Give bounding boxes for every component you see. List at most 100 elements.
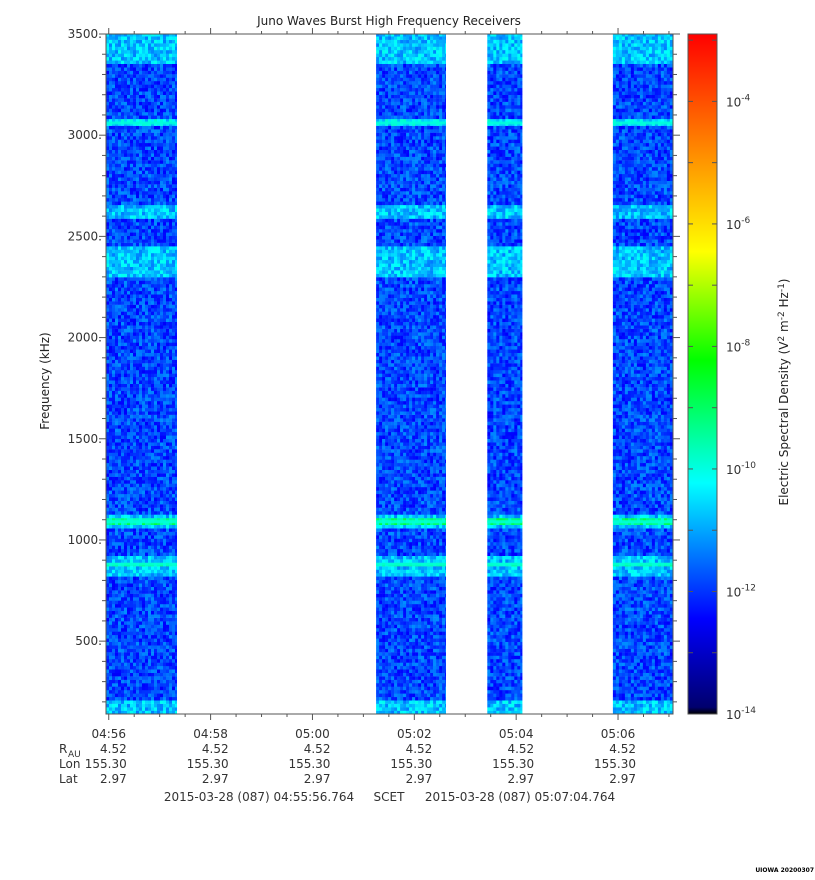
spectrogram-cell — [136, 74, 140, 78]
spectrogram-cell — [145, 56, 149, 61]
spectrogram-cell — [124, 163, 128, 168]
spectrogram-cell — [139, 476, 143, 481]
spectrogram-cell — [127, 459, 131, 464]
spectrogram-cell — [175, 566, 177, 570]
spectrogram-cell — [118, 201, 122, 206]
spectrogram-cell — [115, 204, 119, 209]
spectrogram-cell — [148, 314, 152, 319]
spectrogram-cell — [166, 524, 170, 529]
spectrogram-cell — [130, 583, 134, 587]
spectrogram-cell — [124, 400, 128, 405]
spectrogram-cell — [127, 452, 131, 457]
spectrogram-cell — [376, 552, 380, 556]
spectrogram-cell — [133, 442, 137, 446]
spectrogram-cell — [151, 621, 155, 625]
spectrogram-cell — [148, 53, 152, 58]
spectrogram-cell — [127, 648, 131, 653]
spectrogram-cell — [166, 194, 170, 199]
spectrogram-cell — [106, 373, 110, 378]
spectrogram-cell — [112, 517, 116, 522]
spectrogram-cell — [121, 490, 125, 495]
spectrogram-cell — [154, 459, 158, 464]
spectrogram-cell — [163, 603, 167, 608]
spectrogram-cell — [145, 352, 149, 357]
spectrogram-cell — [139, 538, 143, 543]
spectrogram-cell — [121, 280, 125, 285]
spectrogram-cell — [163, 94, 167, 99]
spectrogram-cell — [160, 528, 164, 532]
spectrogram-cell — [160, 511, 164, 515]
spectrogram-cell — [172, 146, 176, 150]
spectrogram-cell — [154, 56, 158, 61]
spectrogram-cell — [169, 184, 173, 188]
spectrogram-cell — [139, 225, 143, 230]
spectrogram-cell — [112, 624, 116, 629]
spectrogram-cell — [139, 105, 143, 109]
spectrogram-cell — [127, 621, 131, 625]
spectrogram-cell — [166, 259, 170, 264]
spectrogram-cell — [148, 676, 152, 680]
spectrogram-cell — [112, 328, 116, 333]
spectrogram-cell — [148, 566, 152, 570]
spectrogram-cell — [136, 641, 140, 646]
spectrogram-cell — [145, 118, 149, 123]
spectrogram-cell — [142, 628, 146, 632]
spectrogram-cell — [130, 345, 134, 350]
spectrogram-cell — [112, 425, 116, 429]
spectrogram-cell — [169, 418, 173, 422]
spectrogram-cell — [127, 579, 131, 584]
spectrogram-cell — [127, 160, 131, 164]
spectrogram-cell — [160, 517, 164, 522]
spectrogram-cell — [151, 318, 155, 322]
spectrogram-cell — [109, 483, 113, 488]
spectrogram-cell — [112, 43, 116, 47]
spectrogram-cell — [145, 538, 149, 543]
spectrogram-cell — [169, 390, 173, 395]
spectrogram-cell — [376, 173, 380, 178]
spectrogram-cell — [157, 215, 161, 219]
spectrogram-cell — [172, 167, 176, 171]
spectrogram-cell — [166, 459, 170, 464]
spectrogram-cell — [154, 314, 158, 319]
spectrogram-cell — [145, 531, 149, 536]
spectrogram-cell — [160, 294, 164, 298]
spectrogram-cell — [118, 46, 122, 51]
spectrogram-cell — [160, 132, 164, 137]
spectrogram-cell — [136, 662, 140, 667]
spectrogram-cell — [160, 514, 164, 519]
spectrogram-cell — [379, 583, 383, 587]
spectrogram-cell — [154, 290, 158, 295]
spectrogram-cell — [175, 535, 177, 539]
spectrogram-cell — [142, 497, 146, 501]
spectrogram-cell — [175, 435, 177, 439]
spectrogram-cell — [118, 156, 122, 161]
spectrogram-cell — [109, 111, 113, 116]
spectrogram-cell — [169, 586, 173, 591]
spectrogram-cell — [127, 507, 131, 512]
spectrogram-cell — [163, 136, 167, 140]
spectrogram-cell — [133, 67, 137, 71]
spectrogram-cell — [121, 679, 125, 684]
spectrogram-cell — [160, 689, 164, 694]
spectrogram-cell — [115, 359, 119, 364]
spectrogram-cell — [142, 63, 146, 68]
spectrogram-cell — [118, 511, 122, 515]
spectrogram-cell — [133, 50, 137, 54]
spectrogram-cell — [376, 679, 380, 684]
spectrogram-cell — [160, 43, 164, 47]
spectrogram-cell — [139, 228, 143, 233]
spectrogram-cell — [118, 170, 122, 175]
spectrogram-cell — [121, 266, 125, 271]
spectrogram-cell — [130, 108, 134, 113]
spectrogram-cell — [376, 304, 380, 309]
spectrogram-cell — [115, 442, 119, 446]
spectrogram-cell — [163, 191, 167, 195]
spectrogram-cell — [112, 253, 116, 257]
spectrogram-cell — [133, 390, 137, 395]
spectrogram-cell — [157, 356, 161, 360]
spectrogram-cell — [139, 418, 143, 422]
spectrogram-cell — [109, 693, 113, 698]
spectrogram-cell — [151, 105, 155, 109]
spectrogram-cell — [127, 476, 131, 481]
spectrogram-cell — [133, 638, 137, 642]
